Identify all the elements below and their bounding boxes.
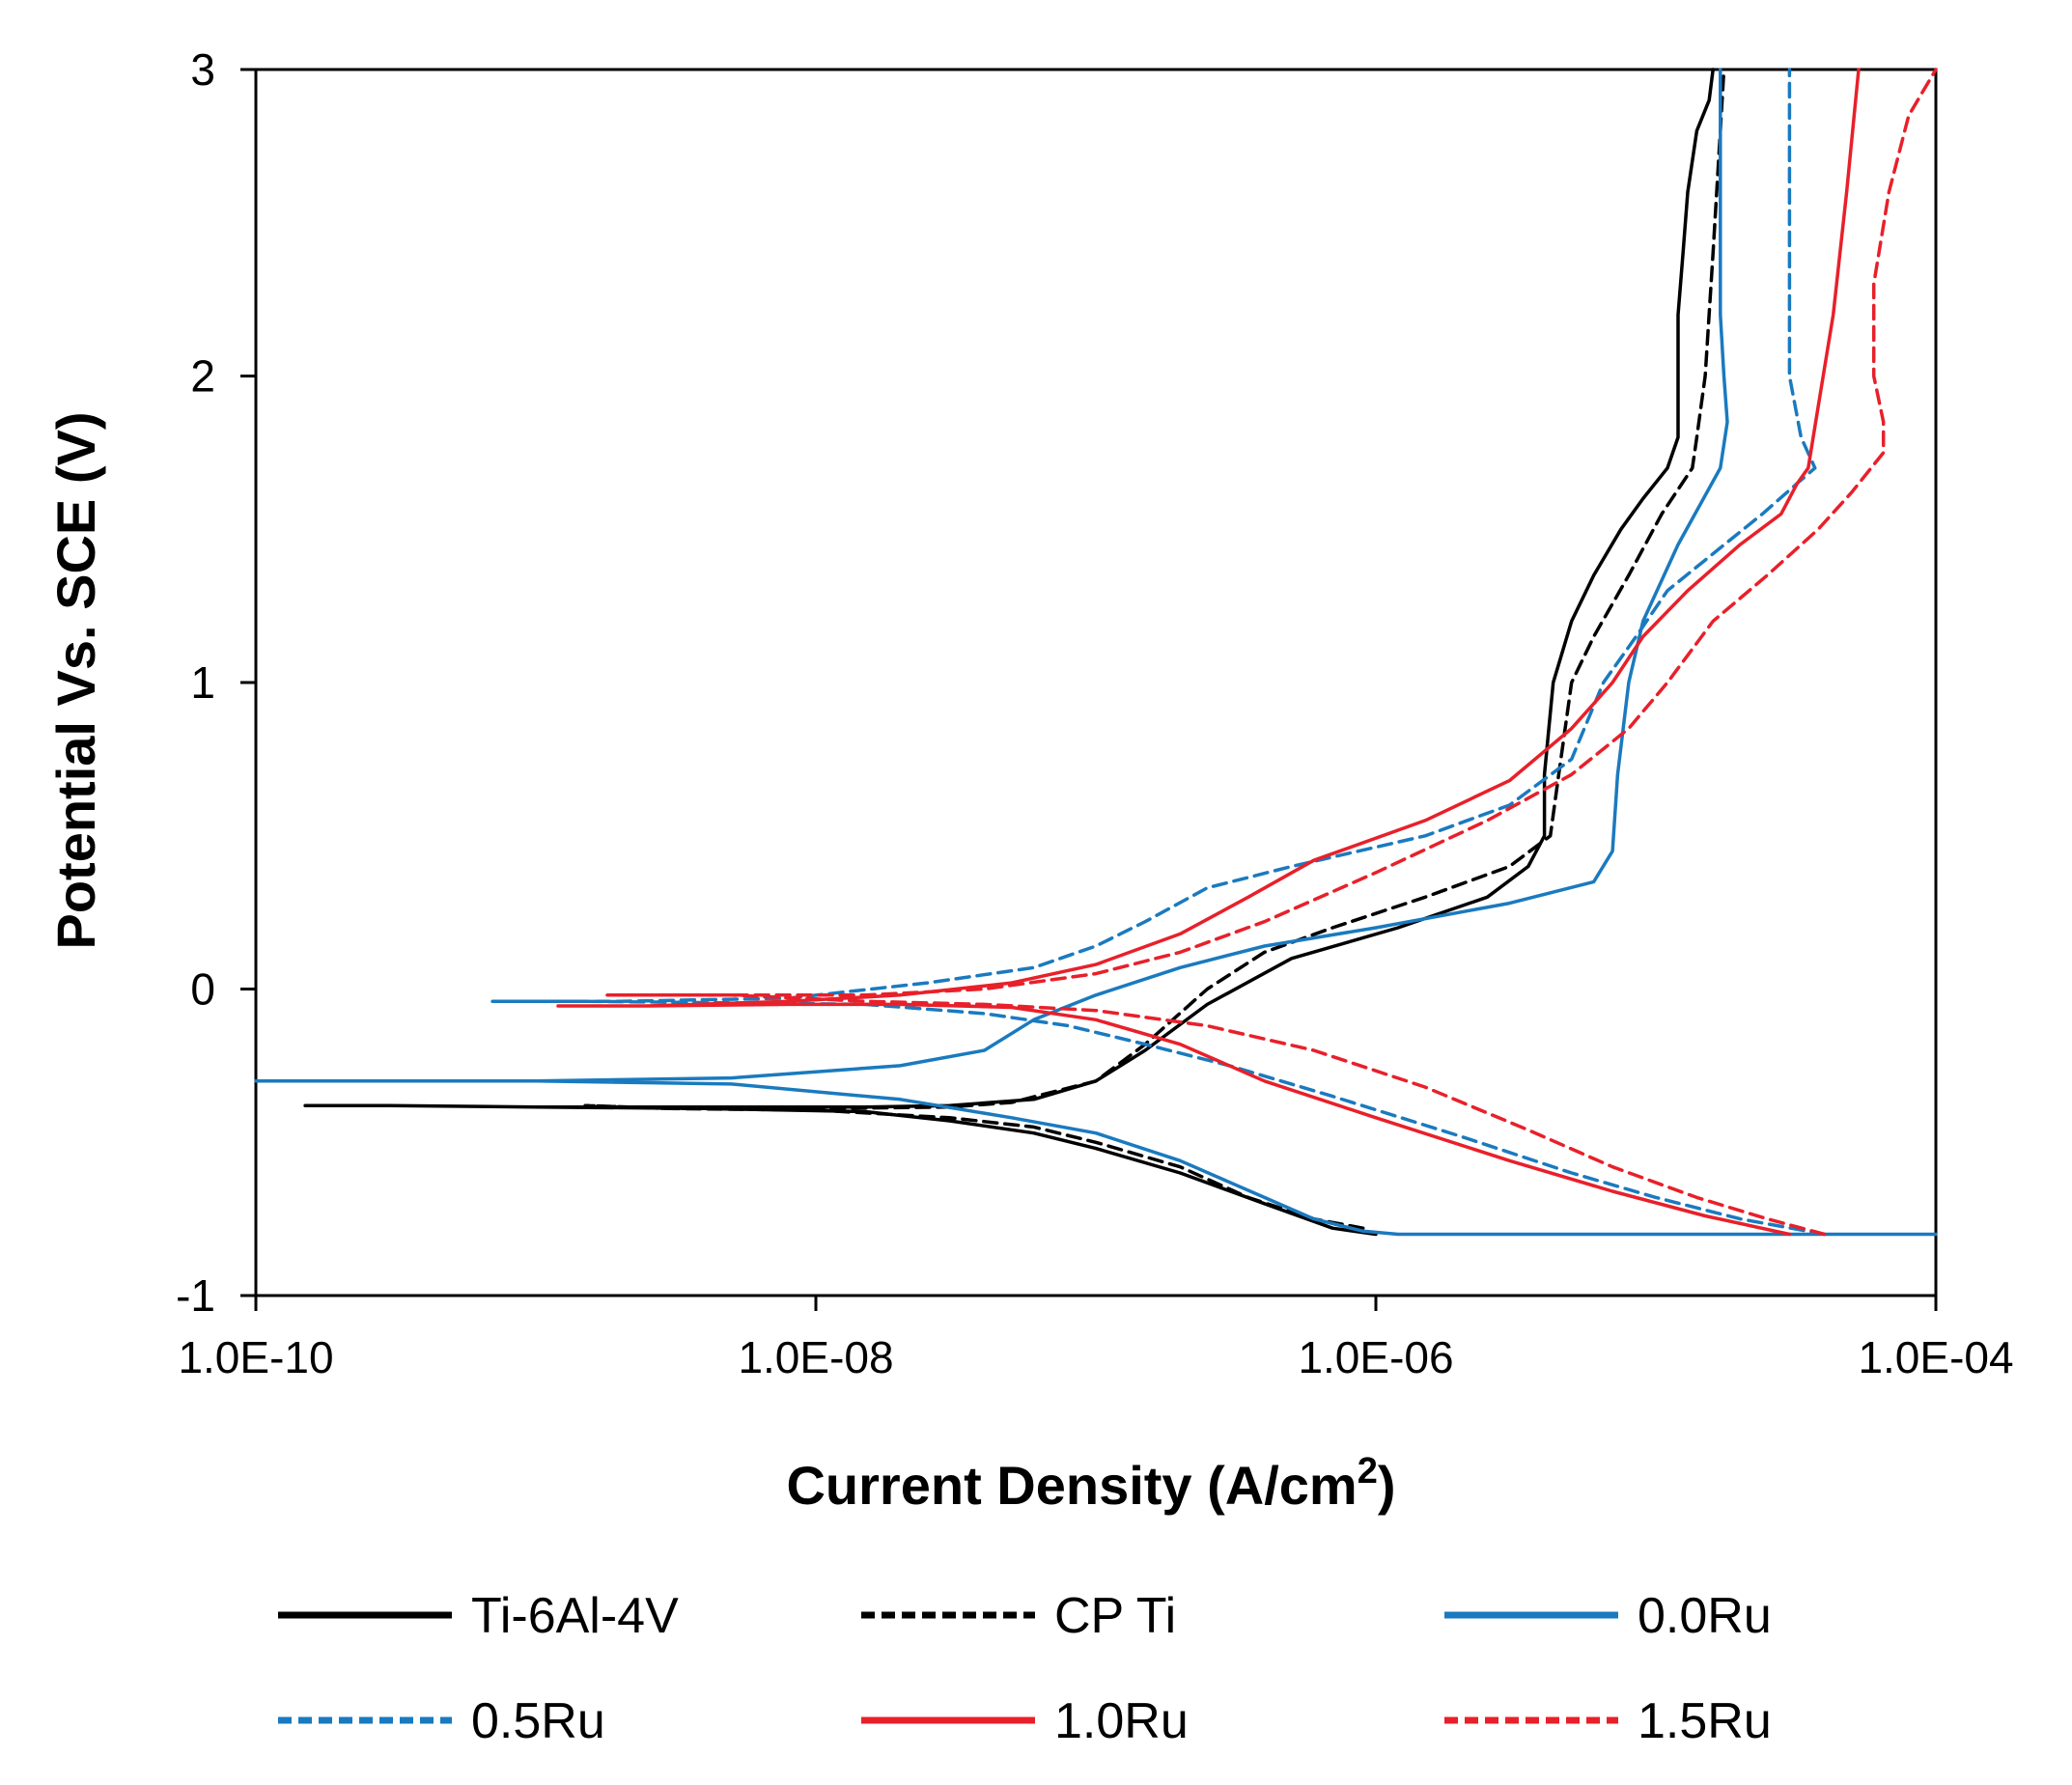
- legend-item: 0.5Ru: [278, 1693, 605, 1749]
- series-line-0-5ru: [490, 68, 1827, 1237]
- legend-label: 1.0Ru: [1054, 1693, 1189, 1749]
- series-line-ti-6al-4v: [303, 68, 1715, 1237]
- x-axis-title-close: ): [1378, 1455, 1396, 1516]
- plot-frame: [254, 68, 1938, 1297]
- y-axis: -1 0 1 2 3: [176, 44, 256, 1321]
- series-line-0-0ru: [254, 68, 1938, 1237]
- series-layer: [254, 68, 1938, 1237]
- legend-label: CP Ti: [1054, 1588, 1176, 1644]
- legend-label: 1.5Ru: [1638, 1693, 1772, 1749]
- legend-item: Ti-6Al-4V: [278, 1588, 679, 1644]
- series-line-1-0ru: [556, 68, 1861, 1237]
- legend-label: 0.5Ru: [471, 1693, 605, 1749]
- legend: Ti-6Al-4V CP Ti 0.0Ru 0.5Ru 1.0Ru 1.5Ru: [278, 1588, 1772, 1749]
- y-axis-title: Potential Vs. SCE (V): [45, 412, 106, 950]
- y-tick-label: -1: [176, 1270, 215, 1321]
- x-axis-title-main: Current Density (A/cm: [786, 1455, 1357, 1516]
- legend-item: CP Ti: [861, 1588, 1176, 1644]
- x-tick-label: 1.0E-08: [738, 1332, 893, 1382]
- y-tick-label: 0: [190, 964, 215, 1015]
- x-axis: 1.0E-10 1.0E-08 1.0E-06 1.0E-04: [178, 1296, 2014, 1382]
- legend-label: 0.0Ru: [1638, 1588, 1772, 1644]
- y-tick-label: 2: [190, 351, 215, 402]
- series-line-1-5ru: [605, 68, 1938, 1237]
- legend-label: Ti-6Al-4V: [471, 1588, 679, 1644]
- y-tick-label: 1: [190, 657, 215, 708]
- legend-item: 1.0Ru: [861, 1693, 1189, 1749]
- legend-item: 0.0Ru: [1444, 1588, 1772, 1644]
- legend-item: 1.5Ru: [1444, 1693, 1772, 1749]
- x-tick-label: 1.0E-10: [178, 1332, 333, 1382]
- series-line-cp-ti: [583, 68, 1726, 1230]
- y-tick-label: 3: [190, 44, 215, 95]
- plot-area: [254, 68, 1938, 1297]
- x-axis-title: Current Density (A/cm2): [786, 1451, 1395, 1516]
- x-axis-title-superscript: 2: [1358, 1451, 1378, 1492]
- x-tick-label: 1.0E-04: [1858, 1332, 2013, 1382]
- x-tick-label: 1.0E-06: [1298, 1332, 1453, 1382]
